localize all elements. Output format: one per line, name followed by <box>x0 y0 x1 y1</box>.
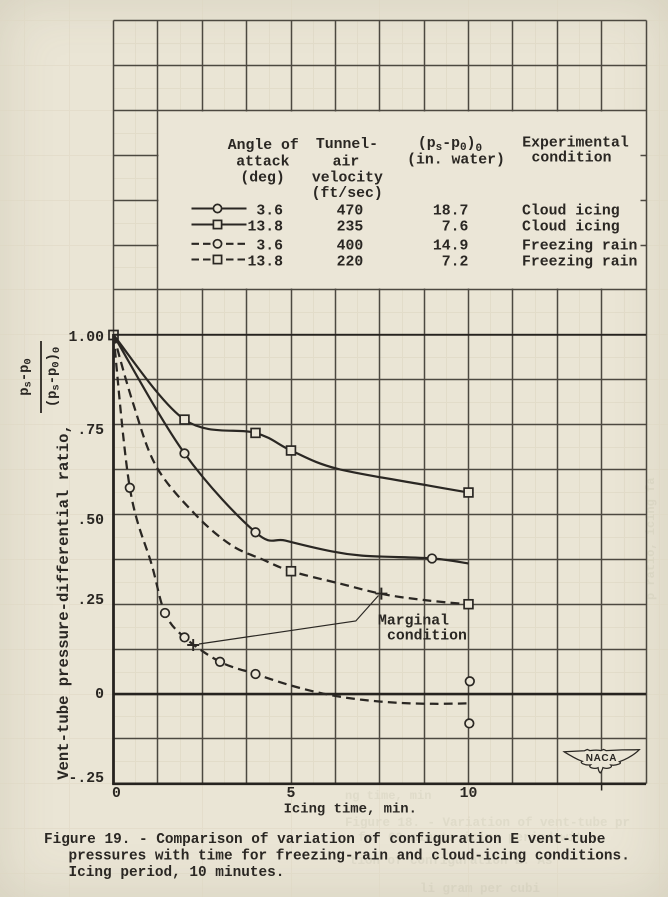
svg-text:(deg): (deg) <box>240 171 284 187</box>
svg-text:ps-p0: ps-p0 <box>18 358 35 395</box>
svg-text:(in. water): (in. water) <box>407 153 505 169</box>
svg-text:pressures with time for freezi: pressures with time for freezing-rain an… <box>69 849 630 865</box>
svg-text:for 60 minute icing period wit: for 60 minute icing period wit <box>358 831 583 845</box>
svg-text:220: 220 <box>337 254 364 270</box>
svg-text:13.8: 13.8 <box>247 254 283 270</box>
svg-text:.25: .25 <box>77 593 104 609</box>
svg-text:235: 235 <box>337 220 364 236</box>
svg-text:.75: .75 <box>77 423 104 439</box>
svg-text:Figure 18. - Variation of vent: Figure 18. - Variation of vent-tube pr <box>345 816 630 830</box>
svg-text:Marginal: Marginal <box>378 614 449 630</box>
svg-text:3.6: 3.6 <box>256 239 283 255</box>
svg-text:Figure 19. - Comparison of var: Figure 19. - Comparison of variation of … <box>44 832 605 848</box>
svg-text:condition: condition <box>532 151 612 167</box>
svg-text:Cloud icing: Cloud icing <box>522 220 620 236</box>
svg-text:ng time, min: ng time, min <box>345 789 431 803</box>
svg-text:attack: attack <box>236 155 289 171</box>
svg-text:Vent-tube pressure-differentia: Vent-tube pressure-differential ratio, <box>55 424 73 780</box>
svg-text:Cloud icing: Cloud icing <box>522 203 620 219</box>
svg-text:(ps-p0)0: (ps-p0)0 <box>45 347 63 407</box>
svg-text:li gram per cubi: li gram per cubi <box>420 882 540 896</box>
svg-text:0: 0 <box>112 786 121 802</box>
svg-text:18.7: 18.7 <box>433 203 469 219</box>
svg-text:NACA: NACA <box>586 753 617 764</box>
svg-text:Freezing rain: Freezing rain <box>522 239 637 255</box>
svg-text:7.2: 7.2 <box>442 254 469 270</box>
svg-text:13.8: 13.8 <box>247 220 283 236</box>
svg-text:470: 470 <box>337 203 364 219</box>
svg-text:0: 0 <box>95 687 104 703</box>
svg-text:7.6: 7.6 <box>442 220 469 236</box>
svg-text:p ratio, icing fa: p ratio, icing fa <box>644 478 658 600</box>
svg-text:1.00: 1.00 <box>68 330 104 346</box>
svg-text:-.25: -.25 <box>68 771 104 787</box>
svg-text:.50: .50 <box>77 513 104 529</box>
svg-text:air: air <box>333 155 360 171</box>
svg-text:10: 10 <box>460 786 478 802</box>
svg-text:Freezing rain: Freezing rain <box>522 254 637 270</box>
svg-text:14.9: 14.9 <box>433 239 469 255</box>
svg-text:(ps-p0)0: (ps-p0)0 <box>418 136 482 155</box>
svg-text:3.6: 3.6 <box>256 203 283 219</box>
svg-text:400: 400 <box>337 239 364 255</box>
svg-text:velocity: velocity <box>312 171 383 187</box>
svg-text:Tunnel-: Tunnel- <box>316 137 378 153</box>
svg-text:Experimental: Experimental <box>522 136 629 152</box>
svg-text:tion of configuration E. As: tion of configuration E. As <box>350 854 553 868</box>
svg-text:(ft/sec): (ft/sec) <box>312 186 383 202</box>
svg-text:Icing time, min.: Icing time, min. <box>284 802 417 818</box>
svg-text:Angle of: Angle of <box>228 138 299 154</box>
svg-text:5: 5 <box>287 786 296 802</box>
svg-text:Icing period, 10 minutes.: Icing period, 10 minutes. <box>69 865 285 881</box>
svg-text:condition: condition <box>387 629 467 645</box>
